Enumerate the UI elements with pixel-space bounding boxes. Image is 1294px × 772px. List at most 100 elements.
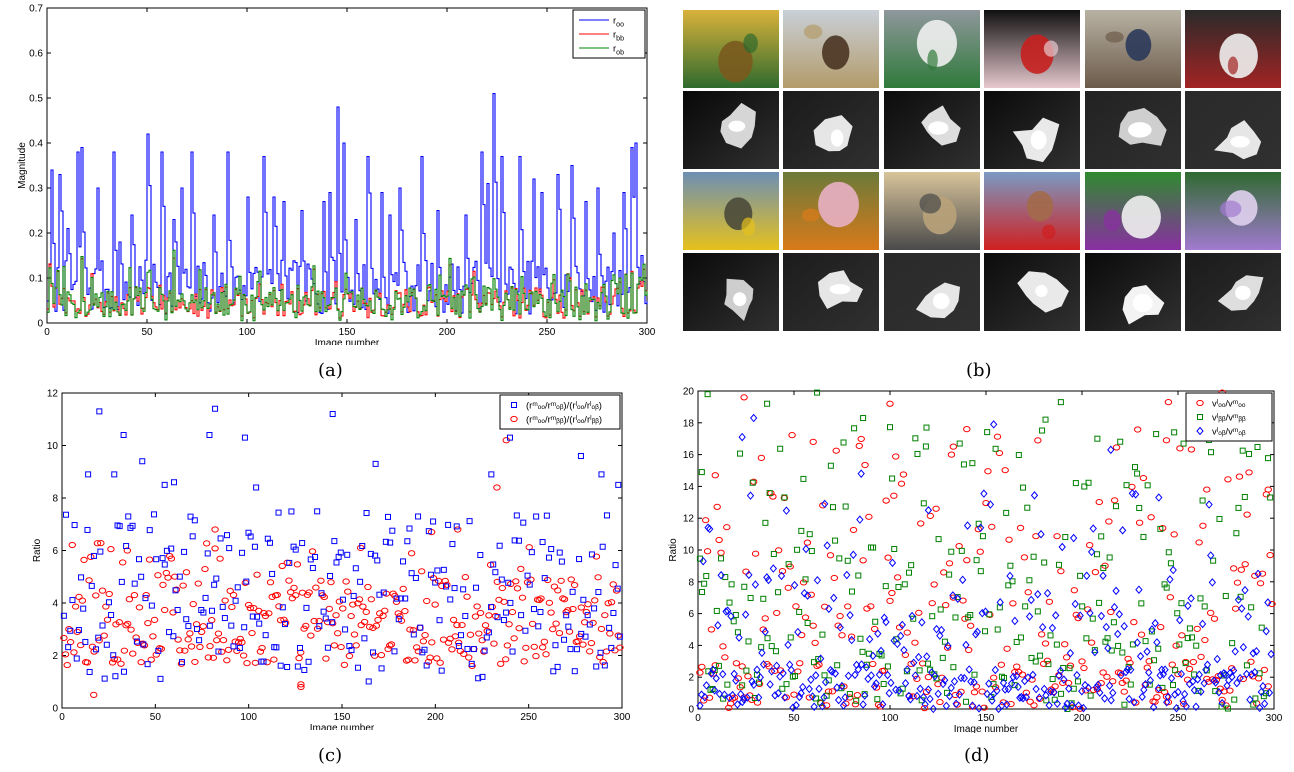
data-point-diamond (1241, 585, 1249, 595)
data-point-square (1184, 635, 1191, 642)
data-point-circle (174, 636, 182, 643)
data-point-square (565, 623, 572, 630)
data-point-circle (475, 630, 483, 637)
data-point-circle (1001, 467, 1009, 474)
x-axis-label: Image number (315, 338, 380, 345)
data-point-diamond (701, 692, 709, 702)
data-point-diamond (717, 570, 725, 580)
data-point-diamond (750, 413, 758, 423)
data-point-circle (836, 612, 844, 620)
data-point-circle (401, 608, 409, 615)
data-point-square (380, 589, 387, 596)
data-point-circle (428, 639, 436, 646)
data-point-circle (811, 639, 819, 646)
data-point-diamond (1118, 526, 1127, 535)
data-point-diamond (714, 621, 722, 630)
data-point-circle (171, 573, 179, 580)
data-point-circle (1224, 476, 1232, 483)
data-point-square (1058, 690, 1065, 697)
data-point-square (1045, 661, 1052, 668)
data-point-square (391, 648, 398, 655)
data-point-square (1096, 599, 1103, 606)
data-point-square (438, 667, 445, 674)
data-point-circle (851, 701, 860, 708)
data-point-circle (510, 635, 518, 642)
data-point-square (496, 542, 503, 549)
data-point-circle (596, 654, 604, 661)
data-point-circle (1018, 671, 1027, 678)
data-point-circle (537, 595, 545, 602)
data-point-square (67, 627, 74, 634)
data-point-square (779, 685, 786, 692)
data-point-diamond (1156, 671, 1164, 680)
data-point-diamond (851, 670, 859, 680)
data-point-circle (260, 609, 268, 617)
data-point-square (286, 559, 293, 566)
data-point-circle (1164, 399, 1173, 406)
data-point-diamond (1246, 695, 1254, 704)
data-point-square (912, 435, 919, 442)
data-point-circle (199, 623, 208, 630)
data-point-circle (1233, 579, 1242, 586)
data-point-circle (567, 576, 575, 583)
data-point-diamond (805, 684, 813, 694)
data-point-diamond (926, 694, 934, 704)
data-point-circle (377, 651, 386, 659)
data-point-circle (433, 655, 441, 662)
photo-red-toy-balloons (984, 172, 1081, 250)
data-point-circle (184, 636, 192, 643)
data-point-circle (125, 596, 134, 603)
data-point-circle (458, 621, 466, 629)
data-point-square (400, 558, 407, 565)
data-point-circle (893, 574, 902, 581)
data-point-circle (355, 596, 364, 603)
data-point-circle (721, 654, 729, 661)
data-point-diamond (724, 606, 732, 615)
data-point-circle (1003, 645, 1011, 652)
data-point-circle (1070, 587, 1079, 594)
data-point-diamond (962, 640, 970, 650)
data-point-circle (1166, 594, 1175, 601)
data-point-square (494, 614, 501, 621)
x-axis-label: Image number (954, 724, 1019, 733)
data-point-square (176, 573, 183, 580)
data-point-square (1250, 701, 1257, 708)
data-point-circle (92, 592, 100, 599)
data-point-circle (1135, 519, 1144, 526)
data-point-diamond (1009, 672, 1017, 682)
data-point-circle (154, 572, 162, 579)
legend-label: rob (613, 44, 624, 57)
data-point-circle (63, 661, 71, 669)
data-point-square (473, 584, 480, 591)
data-point-circle (438, 582, 446, 590)
data-point-square (785, 561, 792, 568)
data-point-diamond (895, 686, 903, 695)
data-point-circle (370, 652, 379, 659)
data-point-circle (317, 577, 325, 584)
x-tick-label: 200 (1074, 713, 1091, 724)
data-point-circle (941, 602, 950, 609)
data-point-circle (1034, 437, 1042, 444)
data-point-circle (453, 621, 461, 629)
data-point-circle (930, 581, 938, 588)
data-point-square (1055, 561, 1062, 568)
data-point-circle (1041, 640, 1050, 647)
data-point-diamond (857, 660, 866, 669)
data-point-square (475, 675, 482, 682)
data-point-diamond (751, 580, 760, 589)
data-point-diamond (774, 688, 782, 698)
data-point-square (1153, 431, 1160, 438)
data-point-diamond (1189, 677, 1197, 686)
data-point-square (71, 522, 78, 529)
data-point-square (552, 642, 559, 649)
data-point-circle (903, 629, 911, 636)
data-point-square (994, 626, 1001, 633)
data-point-square (952, 614, 959, 621)
data-point-square (397, 595, 404, 602)
data-point-square (724, 681, 731, 688)
data-point-diamond (794, 627, 802, 637)
data-point-diamond (836, 623, 844, 632)
data-point-diamond (883, 670, 892, 680)
data-point-circle (117, 660, 125, 667)
data-point-circle (557, 577, 565, 584)
